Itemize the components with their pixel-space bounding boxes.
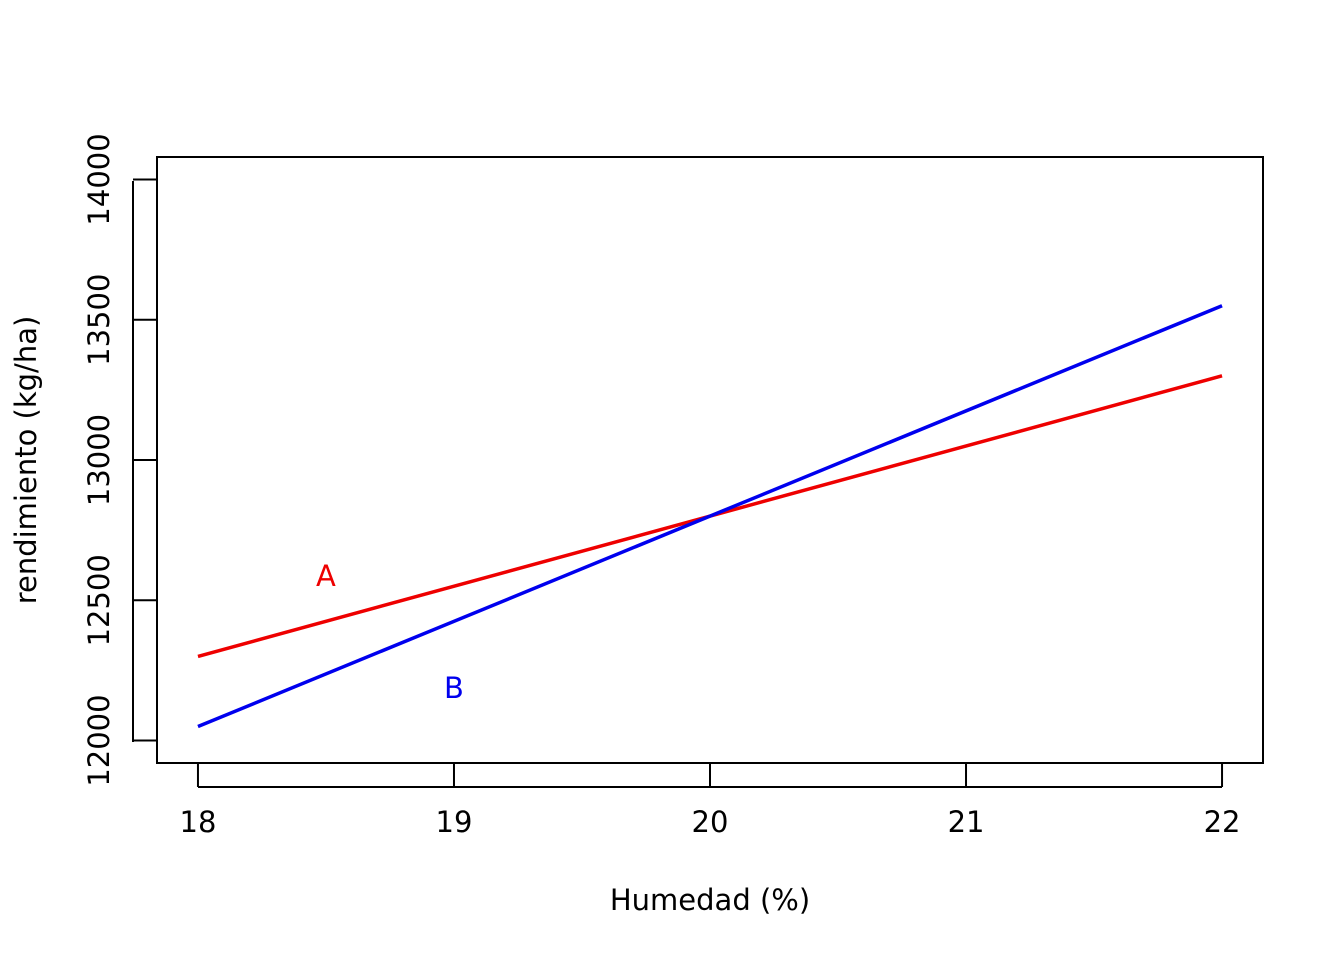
x-tick-label: 18 <box>180 805 217 839</box>
series-layer <box>197 304 1223 729</box>
y-axis: 12000 12500 13000 13500 14000 <box>82 133 157 787</box>
x-tick-label: 19 <box>436 805 473 839</box>
y-tick-label: 13000 <box>82 414 116 506</box>
y-tick-label: 13500 <box>82 274 116 366</box>
x-axis: 18 19 20 21 22 <box>180 763 1241 839</box>
x-tick-label: 20 <box>692 805 729 839</box>
y-axis-title: rendimiento (kg/ha) <box>9 316 43 605</box>
x-axis-title: Humedad (%) <box>610 883 810 917</box>
series-line-1 <box>197 304 1223 729</box>
plot-frame <box>156 156 1264 764</box>
x-tick-label: 22 <box>1204 805 1241 839</box>
y-tick-label: 12000 <box>82 694 116 786</box>
y-tick-label: 12500 <box>82 554 116 646</box>
x-tick-label: 21 <box>948 805 985 839</box>
y-tick-label: 14000 <box>82 133 116 225</box>
annotation-layer: AB <box>316 559 464 705</box>
annotation-b: B <box>444 671 464 705</box>
annotation-a: A <box>316 559 336 593</box>
